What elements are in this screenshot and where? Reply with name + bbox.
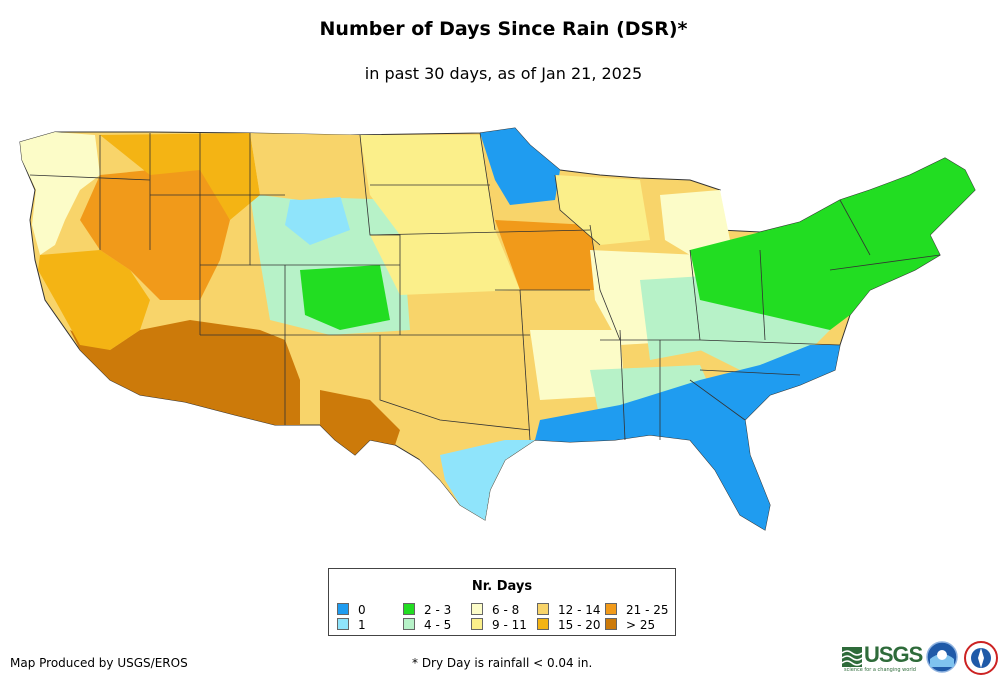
legend-swatch-7 xyxy=(537,618,549,630)
zone-nebraska xyxy=(370,230,520,295)
zone-wyoming-blue xyxy=(285,195,350,245)
footnote-text: * Dry Day is rainfall < 0.04 in. xyxy=(412,656,593,670)
map-legend: Nr. Days 0 1 2 - 3 4 - 5 6 - 8 9 - 11 12… xyxy=(328,568,676,636)
legend-item-7: 15 - 20 xyxy=(537,618,601,632)
legend-label-2: 2 - 3 xyxy=(424,603,452,617)
zone-northeast-green xyxy=(690,158,975,345)
zone-southwest-dry xyxy=(70,320,300,425)
zone-montana xyxy=(250,133,370,200)
legend-swatch-3 xyxy=(403,618,415,630)
legend-label-8: 21 - 25 xyxy=(626,603,669,617)
map-subtitle: in past 30 days, as of Jan 21, 2025 xyxy=(364,64,643,83)
state-boundaries xyxy=(29,132,941,441)
legend-swatch-5 xyxy=(471,618,483,630)
zone-wisconsin xyxy=(555,175,650,245)
legend-label-3: 4 - 5 xyxy=(424,618,452,632)
map-title: Number of Days Since Rain (DSR)* xyxy=(319,18,688,40)
zone-colorado-green xyxy=(300,265,390,330)
legend-swatch-8 xyxy=(605,603,617,615)
legend-label-0: 0 xyxy=(358,603,366,617)
usgs-wave-icon xyxy=(842,647,862,667)
legend-label-6: 12 - 14 xyxy=(558,603,601,617)
legend-label-7: 15 - 20 xyxy=(558,618,601,632)
legend-title: Nr. Days xyxy=(471,579,533,594)
legend-swatch-2 xyxy=(403,603,415,615)
legend-item-4: 6 - 8 xyxy=(471,603,519,617)
nws-logo-icon xyxy=(964,641,998,675)
agency-logos: USGS science for a changing world xyxy=(842,640,1002,680)
usgs-logo: USGS science for a changing world xyxy=(842,642,923,676)
noaa-logo-icon xyxy=(926,641,958,673)
legend-item-8: 21 - 25 xyxy=(605,603,669,617)
legend-label-4: 6 - 8 xyxy=(492,603,520,617)
zone-southeast-blue xyxy=(535,345,840,530)
zone-california xyxy=(38,250,150,350)
legend-swatch-1 xyxy=(337,618,349,630)
legend-label-1: 1 xyxy=(358,618,366,632)
zone-west-coast xyxy=(20,132,100,255)
zone-texas-coast xyxy=(440,440,535,520)
legend-item-3: 4 - 5 xyxy=(403,618,451,632)
zone-west-texas xyxy=(320,390,400,455)
legend-item-2: 2 - 3 xyxy=(403,603,451,617)
legend-swatch-0 xyxy=(337,603,349,615)
usgs-wordmark: USGS xyxy=(864,642,923,667)
legend-item-0: 0 xyxy=(337,603,366,617)
credit-text: Map Produced by USGS/EROS xyxy=(10,656,188,670)
zone-north-plains-tan xyxy=(100,133,260,220)
legend-grid: 0 1 2 - 3 4 - 5 6 - 8 9 - 11 12 - 14 15 … xyxy=(337,603,673,635)
zone-iowa-orange xyxy=(495,220,600,290)
legend-swatch-4 xyxy=(471,603,483,615)
legend-item-9: > 25 xyxy=(605,618,655,632)
legend-swatch-9 xyxy=(605,618,617,630)
usgs-tagline: science for a changing world xyxy=(844,667,916,673)
zone-great-basin xyxy=(80,165,230,300)
legend-swatch-6 xyxy=(537,603,549,615)
us-dsr-map xyxy=(19,127,976,531)
zone-minnesota-blue xyxy=(480,128,560,205)
legend-label-5: 9 - 11 xyxy=(492,618,527,632)
legend-label-9: > 25 xyxy=(626,618,656,632)
legend-item-6: 12 - 14 xyxy=(537,603,601,617)
legend-item-5: 9 - 11 xyxy=(471,618,527,632)
zone-michigan xyxy=(660,190,730,255)
legend-item-1: 1 xyxy=(337,618,366,632)
